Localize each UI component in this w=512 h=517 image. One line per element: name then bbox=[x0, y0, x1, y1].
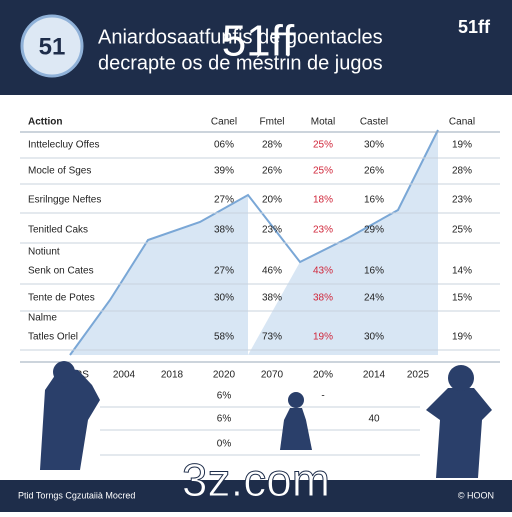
row-label: Inttelecluy Offes bbox=[28, 140, 100, 151]
cell: 25% bbox=[452, 225, 472, 236]
cell: 19% bbox=[313, 332, 333, 343]
year-label: 2014 bbox=[363, 370, 386, 381]
row-label: Tente de Potes bbox=[28, 293, 95, 304]
footer-right: © HOON bbox=[458, 490, 494, 500]
decor-line bbox=[69, 129, 439, 356]
cell: 23% bbox=[452, 195, 472, 206]
table-rules bbox=[20, 131, 500, 456]
row-label: Nalme bbox=[28, 313, 57, 324]
figure bbox=[53, 361, 75, 383]
overlay-text: 51ff bbox=[222, 17, 295, 66]
column-header: Canal bbox=[449, 117, 475, 128]
cell: 20% bbox=[262, 195, 282, 206]
cell: 28% bbox=[262, 140, 282, 151]
logo-circle bbox=[20, 14, 84, 78]
cell: 25% bbox=[313, 166, 333, 177]
cell: 27% bbox=[214, 195, 234, 206]
figure bbox=[280, 408, 312, 450]
cell: 25% bbox=[313, 140, 333, 151]
footer-bar bbox=[0, 480, 512, 512]
cell: 46% bbox=[262, 266, 282, 277]
row-label: Esrilngge Neftes bbox=[28, 195, 101, 206]
figure bbox=[426, 388, 492, 478]
column-header: Acttion bbox=[28, 117, 62, 128]
year-label: 2025 bbox=[407, 370, 430, 381]
cell: 38% bbox=[313, 293, 333, 304]
year-label: 2020 bbox=[213, 370, 236, 381]
cell: 19% bbox=[452, 140, 472, 151]
row-label: Notiunt bbox=[28, 247, 60, 258]
cell: 16% bbox=[364, 266, 384, 277]
title-line: Aniardosaatfunfis de goentacles bbox=[98, 26, 383, 48]
cell: 24% bbox=[364, 293, 384, 304]
row-label: Mocle of Sges bbox=[28, 166, 91, 177]
cell: 73% bbox=[262, 332, 282, 343]
cell: 58% bbox=[214, 332, 234, 343]
cell: 15% bbox=[452, 293, 472, 304]
cell: 43% bbox=[313, 266, 333, 277]
table: Acttion Canel Fmtel Motal Castel Canal Inttele… bbox=[28, 117, 475, 450]
cell: 0% bbox=[217, 439, 232, 450]
column-header: Canel bbox=[211, 117, 237, 128]
column-header: Motal bbox=[311, 117, 335, 128]
year-label: 2004 bbox=[113, 370, 136, 381]
cell: 06% bbox=[214, 140, 234, 151]
cell: 26% bbox=[262, 166, 282, 177]
cell: 14% bbox=[452, 266, 472, 277]
cell: 6% bbox=[217, 391, 232, 402]
cell: 38% bbox=[262, 293, 282, 304]
column-header: Castel bbox=[360, 117, 388, 128]
cell: 26% bbox=[364, 166, 384, 177]
cell: 23% bbox=[262, 225, 282, 236]
figure bbox=[40, 368, 100, 470]
cell: 30% bbox=[364, 140, 384, 151]
year-label: 20% bbox=[313, 370, 333, 381]
cell: - bbox=[321, 391, 324, 402]
cell: 27% bbox=[214, 266, 234, 277]
decor-area bbox=[70, 195, 248, 355]
column-header: Fmtel bbox=[260, 117, 285, 128]
cell: 18% bbox=[313, 195, 333, 206]
year-label: 2070 bbox=[261, 370, 284, 381]
cell: 28% bbox=[452, 166, 472, 177]
year-label: 2018 bbox=[161, 370, 184, 381]
brand: 51ff bbox=[458, 17, 491, 37]
cell: 23% bbox=[313, 225, 333, 236]
cell: 40 bbox=[368, 414, 380, 425]
cell: 30% bbox=[364, 332, 384, 343]
watermark: 3z.com bbox=[182, 454, 330, 506]
cell: 6% bbox=[217, 414, 232, 425]
title-line: decrapte os de méstrin de jugos bbox=[98, 52, 383, 74]
cell: 29% bbox=[364, 225, 384, 236]
cell: 19% bbox=[452, 332, 472, 343]
figure bbox=[288, 392, 304, 408]
cell: 39% bbox=[214, 166, 234, 177]
cell: 30% bbox=[214, 293, 234, 304]
row-label: Tenitled Caks bbox=[28, 225, 88, 236]
header-bar bbox=[0, 0, 512, 95]
row-label: Senk on Cates bbox=[28, 266, 94, 277]
figure bbox=[448, 365, 474, 391]
footer-left: Ptid Torngs Cgzutaiià Mocred bbox=[18, 490, 135, 500]
cell: 38% bbox=[214, 225, 234, 236]
row-label: Tatles Orlel bbox=[28, 332, 78, 343]
cell: 16% bbox=[364, 195, 384, 206]
logo-text: 51 bbox=[39, 33, 66, 60]
